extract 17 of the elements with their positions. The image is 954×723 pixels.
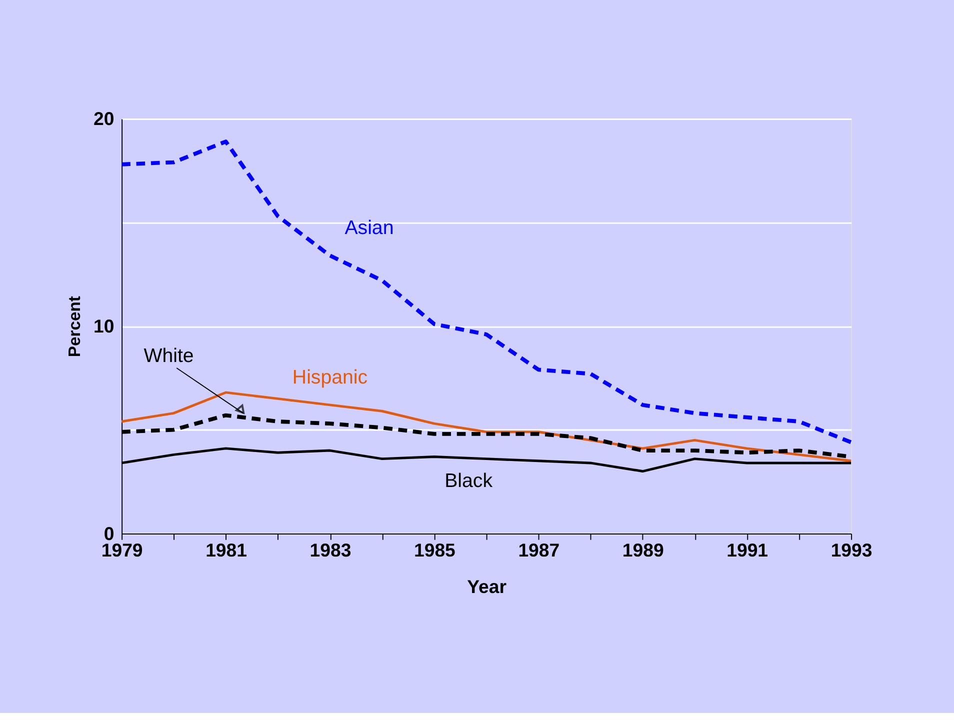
y-tick-label: 10 [94, 315, 114, 336]
y-axis-title: Percent [64, 296, 84, 358]
x-tick-label: 1991 [726, 540, 768, 561]
series-label: Hispanic [292, 366, 368, 388]
x-axis-title: Year [467, 576, 506, 597]
x-tick-label: 1983 [310, 540, 352, 561]
x-tick-label: 1987 [518, 540, 560, 561]
line-series [120, 391, 852, 462]
line-series [120, 140, 854, 444]
x-tick-label: 1985 [414, 540, 456, 561]
y-tick-label: 20 [94, 108, 114, 130]
series-label: Asian [344, 217, 394, 240]
x-tick-label: 1993 [830, 540, 872, 561]
x-tick-label: 1981 [206, 540, 247, 561]
x-tick-label: 1989 [622, 540, 664, 561]
series-label: Black [444, 470, 493, 492]
text: White [144, 345, 194, 368]
